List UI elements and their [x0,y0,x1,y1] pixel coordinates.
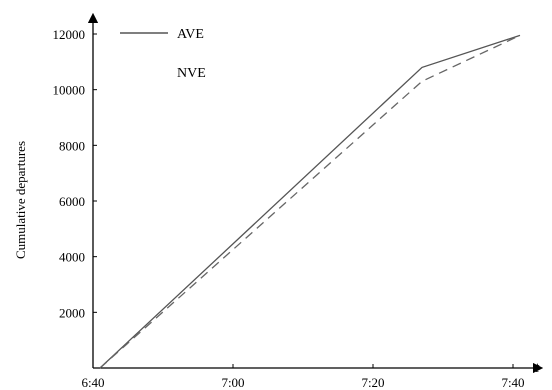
chart-legend: AVE NVE [120,27,206,81]
x-tick-label: 6:40 [81,375,104,390]
y-tick-label: 6000 [59,194,85,209]
y-tick-label: 12000 [53,27,86,42]
legend-label-ave: AVE [177,27,204,42]
chart-series [99,34,521,369]
legend-label-nve: NVE [177,66,206,81]
x-tick-label: 7:00 [221,375,244,390]
y-tick-label: 10000 [53,83,86,98]
y-axis-title: Cumulative departures [13,141,28,259]
x-tick-label: 7:40 [501,375,524,390]
chart-ticks: 2000 4000 6000 8000 10000 12000 6:40 7:00 7:20 7:… [53,27,525,390]
y-tick-label: 2000 [59,305,85,320]
chart-axes [87,12,544,374]
y-tick-label: 4000 [59,250,85,265]
series-line-nve [99,34,521,369]
x-tick-label: 7:20 [361,375,384,390]
x-axis-variable: t [535,360,540,376]
y-tick-label: 8000 [59,138,85,153]
series-line-ave [99,34,521,369]
